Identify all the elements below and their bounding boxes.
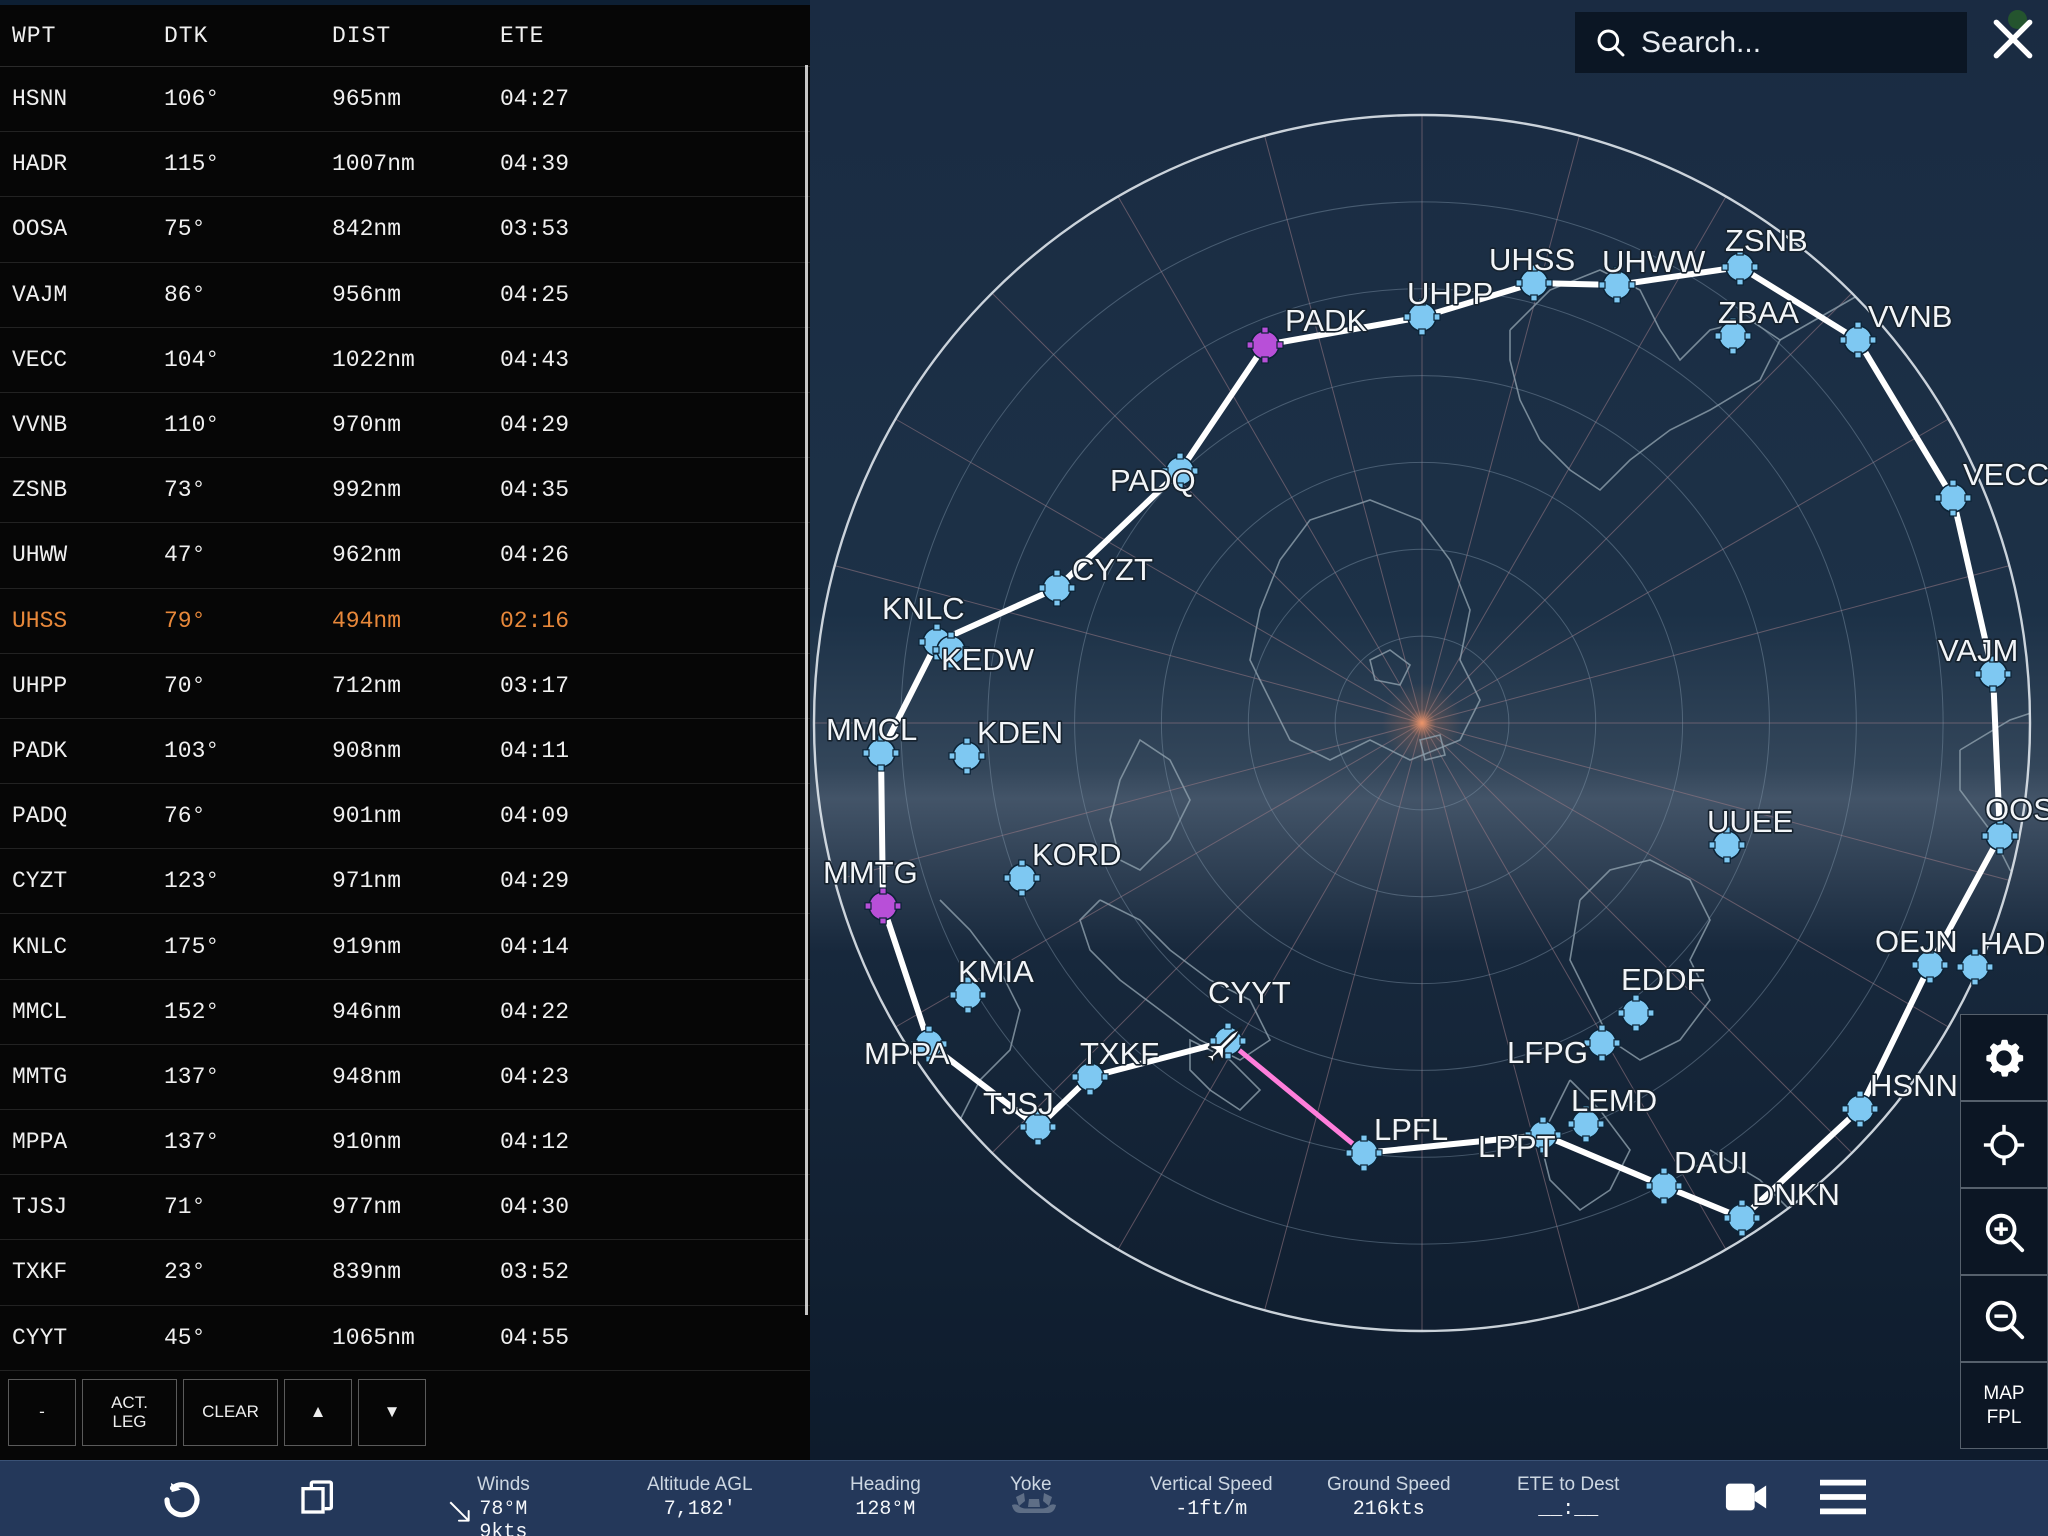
svg-text:OEJN: OEJN xyxy=(1875,924,1958,959)
svg-text:LPFL: LPFL xyxy=(1374,1112,1448,1147)
svg-text:PADK: PADK xyxy=(1285,303,1367,338)
svg-text:CYZT: CYZT xyxy=(1072,552,1153,587)
svg-text:MPPA: MPPA xyxy=(864,1036,950,1071)
svg-text:KEDW: KEDW xyxy=(941,642,1035,677)
svg-text:TJSJ: TJSJ xyxy=(983,1086,1054,1121)
svg-text:MMTG: MMTG xyxy=(823,855,918,890)
svg-text:UHWW: UHWW xyxy=(1602,244,1706,279)
svg-text:TXKF: TXKF xyxy=(1080,1036,1159,1071)
svg-text:LFPG: LFPG xyxy=(1507,1035,1588,1070)
svg-text:EDDF: EDDF xyxy=(1621,962,1705,997)
svg-text:DNKN: DNKN xyxy=(1752,1177,1840,1212)
svg-text:VECC: VECC xyxy=(1963,457,2048,492)
svg-text:KMIA: KMIA xyxy=(958,954,1034,989)
svg-text:KORD: KORD xyxy=(1032,837,1122,872)
svg-text:MMCL: MMCL xyxy=(826,712,917,747)
svg-text:CYYT: CYYT xyxy=(1208,975,1291,1010)
svg-text:DAUI: DAUI xyxy=(1674,1145,1748,1180)
svg-text:KNLC: KNLC xyxy=(882,591,965,626)
svg-text:HSNN: HSNN xyxy=(1870,1068,1958,1103)
svg-text:UUEE: UUEE xyxy=(1707,804,1793,839)
svg-text:UHSS: UHSS xyxy=(1489,242,1575,277)
svg-text:LEMD: LEMD xyxy=(1571,1083,1657,1118)
svg-text:ZSNB: ZSNB xyxy=(1725,223,1808,258)
svg-text:VAJM: VAJM xyxy=(1938,633,2018,668)
svg-text:HADR: HADR xyxy=(1980,926,2048,961)
svg-text:OOSA: OOSA xyxy=(1985,792,2048,827)
svg-text:ZBAA: ZBAA xyxy=(1718,295,1799,330)
svg-text:UHPP: UHPP xyxy=(1407,276,1493,311)
svg-text:LPPT: LPPT xyxy=(1478,1129,1556,1164)
svg-text:KDEN: KDEN xyxy=(977,715,1063,750)
svg-text:PADQ: PADQ xyxy=(1110,463,1196,498)
svg-text:VVNB: VVNB xyxy=(1868,299,1952,334)
